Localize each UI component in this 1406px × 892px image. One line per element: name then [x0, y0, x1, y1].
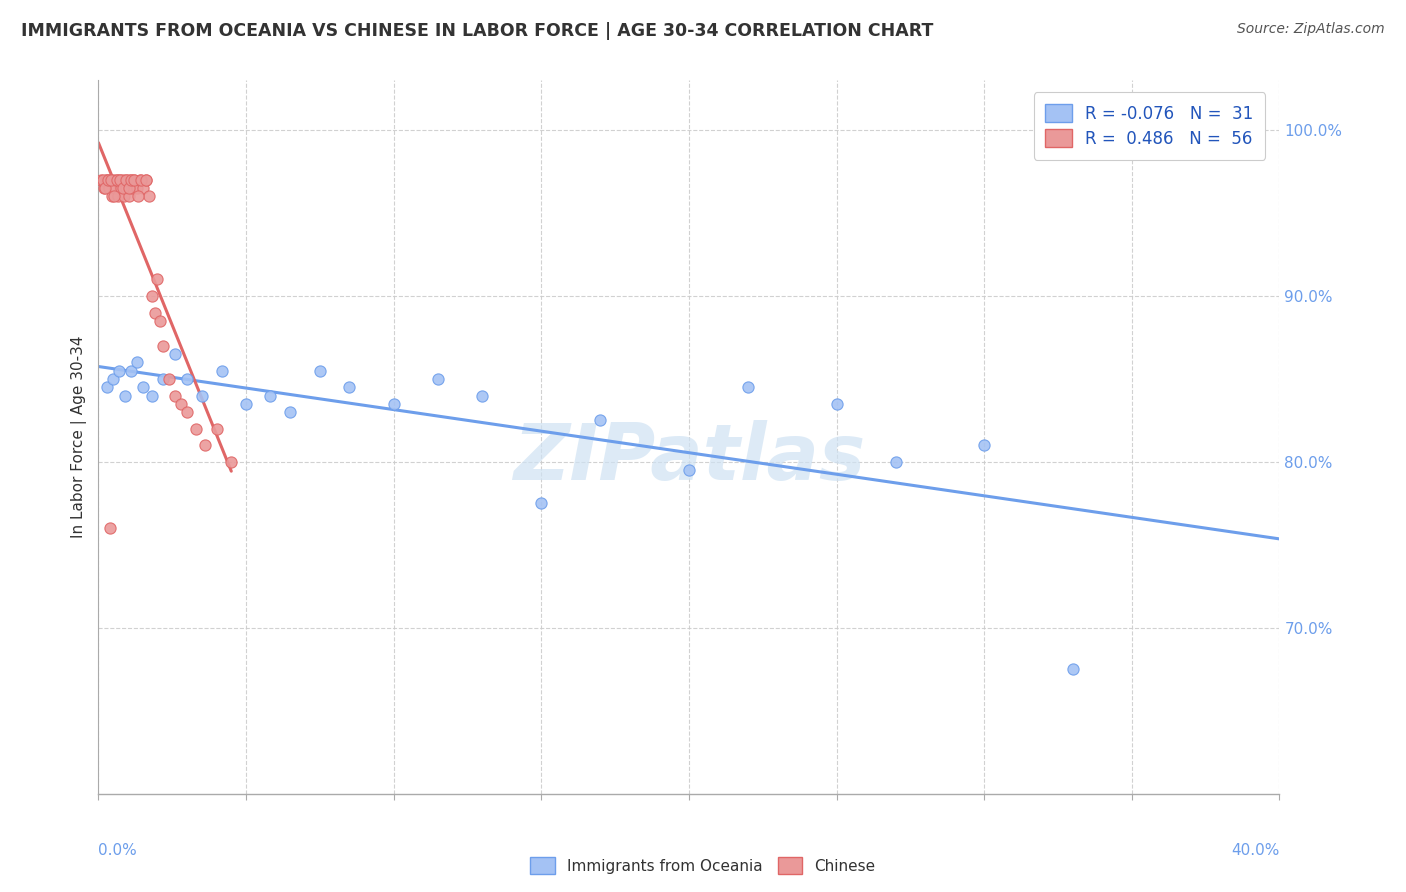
Point	[105, 173, 128, 187]
Point	[94, 173, 117, 187]
Point	[280, 405, 302, 419]
Point	[141, 388, 163, 402]
Point	[100, 189, 122, 203]
Point	[135, 173, 157, 187]
Point	[382, 397, 405, 411]
Point	[191, 388, 214, 402]
Point	[97, 173, 120, 187]
Point	[135, 173, 157, 187]
Point	[115, 181, 138, 195]
Legend: Immigrants from Oceania, Chinese: Immigrants from Oceania, Chinese	[524, 851, 882, 880]
Point	[884, 455, 907, 469]
Point	[100, 173, 122, 187]
Point	[108, 364, 131, 378]
Point	[141, 289, 163, 303]
Point	[90, 173, 112, 187]
Point	[118, 189, 141, 203]
Point	[98, 521, 121, 535]
Point	[589, 413, 612, 427]
Point	[235, 397, 257, 411]
Point	[309, 364, 332, 378]
Point	[114, 173, 136, 187]
Point	[103, 189, 125, 203]
Point	[259, 388, 281, 402]
Point	[125, 355, 148, 369]
Point	[165, 347, 187, 361]
Point	[111, 181, 134, 195]
Y-axis label: In Labor Force | Age 30-34: In Labor Force | Age 30-34	[72, 335, 87, 539]
Point	[1062, 662, 1084, 676]
Point	[121, 173, 143, 187]
Point	[98, 173, 121, 187]
Text: ZIPatlas: ZIPatlas	[513, 420, 865, 497]
Point	[427, 372, 450, 386]
Point	[110, 181, 132, 195]
Point	[114, 388, 136, 402]
Legend: R = -0.076   N =  31, R =  0.486   N =  56: R = -0.076 N = 31, R = 0.486 N = 56	[1033, 92, 1265, 160]
Point	[108, 173, 131, 187]
Point	[94, 181, 117, 195]
Point	[737, 380, 759, 394]
Point	[120, 173, 142, 187]
Point	[124, 173, 146, 187]
Point	[194, 438, 217, 452]
Point	[127, 189, 149, 203]
Point	[112, 189, 135, 203]
Point	[471, 388, 494, 402]
Point	[176, 405, 198, 419]
Point	[93, 181, 115, 195]
Point	[125, 181, 148, 195]
Point	[157, 372, 180, 386]
Point	[117, 173, 139, 187]
Point	[108, 173, 131, 187]
Point	[122, 173, 145, 187]
Point	[205, 422, 228, 436]
Point	[143, 305, 166, 319]
Point	[339, 380, 361, 394]
Point	[107, 189, 129, 203]
Text: 40.0%: 40.0%	[1232, 843, 1279, 858]
Point	[104, 181, 127, 195]
Point	[96, 380, 118, 394]
Point	[120, 364, 142, 378]
Point	[530, 496, 553, 510]
Point	[96, 173, 118, 187]
Point	[152, 372, 174, 386]
Text: 0.0%: 0.0%	[98, 843, 138, 858]
Point	[149, 314, 172, 328]
Point	[97, 181, 120, 195]
Point	[114, 173, 136, 187]
Point	[103, 173, 125, 187]
Point	[129, 173, 152, 187]
Point	[121, 181, 143, 195]
Point	[825, 397, 848, 411]
Point	[111, 173, 134, 187]
Point	[176, 372, 198, 386]
Point	[221, 455, 243, 469]
Point	[973, 438, 995, 452]
Point	[132, 181, 155, 195]
Point	[105, 173, 128, 187]
Point	[165, 388, 187, 402]
Text: Source: ZipAtlas.com: Source: ZipAtlas.com	[1237, 22, 1385, 37]
Point	[152, 339, 174, 353]
Point	[146, 272, 169, 286]
Point	[91, 173, 114, 187]
Point	[211, 364, 233, 378]
Point	[103, 372, 125, 386]
Point	[170, 397, 193, 411]
Point	[184, 422, 207, 436]
Point	[678, 463, 700, 477]
Point	[128, 173, 150, 187]
Point	[138, 189, 160, 203]
Point	[132, 380, 155, 394]
Point	[117, 181, 139, 195]
Text: IMMIGRANTS FROM OCEANIA VS CHINESE IN LABOR FORCE | AGE 30-34 CORRELATION CHART: IMMIGRANTS FROM OCEANIA VS CHINESE IN LA…	[21, 22, 934, 40]
